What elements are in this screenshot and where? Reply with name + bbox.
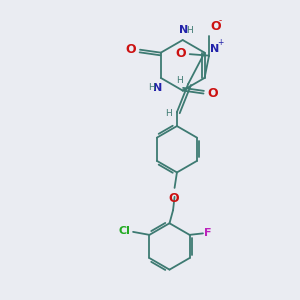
Text: H: H (148, 83, 155, 92)
Text: O: O (207, 87, 218, 100)
Text: Cl: Cl (118, 226, 130, 236)
Text: H: H (186, 26, 193, 35)
Text: -: - (219, 16, 222, 25)
Text: H: H (165, 109, 172, 118)
Text: N: N (153, 83, 162, 93)
Text: O: O (210, 20, 220, 33)
Text: O: O (175, 47, 186, 60)
Text: N: N (179, 25, 188, 35)
Text: N: N (210, 44, 219, 54)
Text: F: F (204, 228, 212, 238)
Text: H: H (176, 76, 183, 85)
Text: O: O (126, 43, 136, 56)
Text: O: O (169, 192, 179, 206)
Text: +: + (218, 38, 224, 47)
